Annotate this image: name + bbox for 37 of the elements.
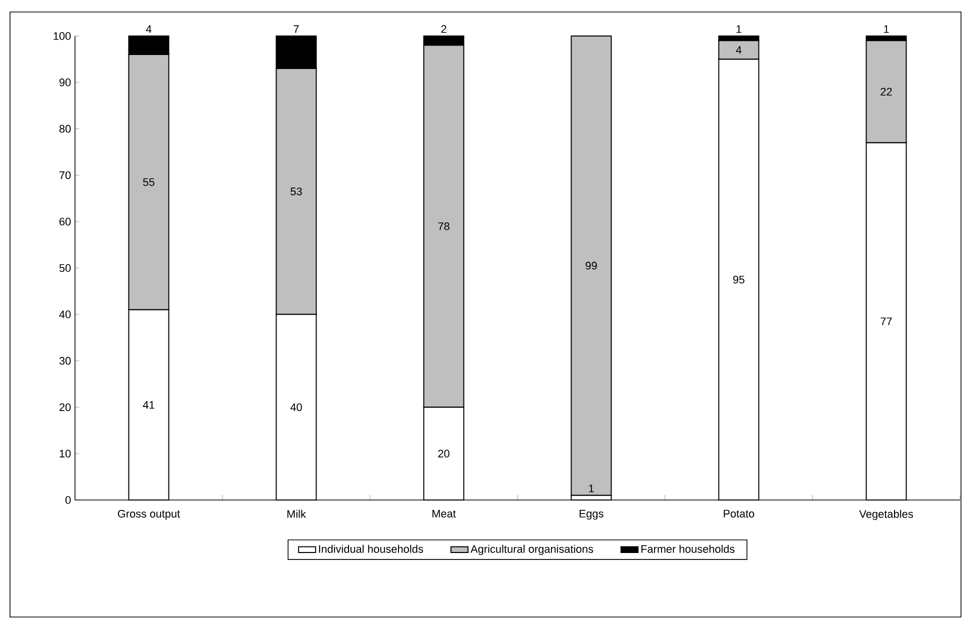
data-label: 7 <box>294 25 299 33</box>
x-tick-label: Eggs <box>580 510 604 520</box>
x-tick-label: Potato <box>724 510 754 518</box>
data-label: 1 <box>589 484 594 492</box>
x-tick-label: Milk <box>287 510 306 518</box>
y-tick-label: 40 <box>59 310 71 318</box>
x-tick-label: Vegetables <box>859 510 913 520</box>
data-label: 1 <box>884 25 889 33</box>
data-label: 53 <box>290 188 302 196</box>
data-label: 2 <box>441 25 446 33</box>
data-label: 55 <box>143 178 154 186</box>
x-tick-label: Gross output <box>118 510 180 520</box>
y-tick-label: 30 <box>59 356 71 365</box>
y-tick-label: 20 <box>60 403 71 412</box>
y-tick-label: 10 <box>60 450 71 458</box>
data-label: 41 <box>142 401 154 409</box>
x-tick-label: Meat <box>432 510 456 518</box>
data-label: 22 <box>880 88 892 96</box>
y-tick-label: 80 <box>59 124 71 133</box>
data-label: 77 <box>880 318 892 326</box>
data-label: 4 <box>736 46 742 54</box>
legend-label: Farmer households <box>641 544 735 553</box>
legend-label: Agricultural organisations <box>470 544 594 556</box>
data-label: 78 <box>438 222 450 230</box>
data-label: 95 <box>733 276 744 284</box>
y-tick-label: 100 <box>54 32 71 40</box>
y-tick-label: 90 <box>59 78 71 86</box>
legend-label: Individual households <box>319 544 424 553</box>
y-tick-label: 60 <box>60 218 71 226</box>
y-tick-label: 0 <box>65 496 71 504</box>
y-tick-label: 70 <box>60 171 71 180</box>
data-label: 99 <box>586 262 597 270</box>
y-tick-label: 50 <box>59 264 71 272</box>
data-label: 4 <box>146 25 152 33</box>
data-label: 1 <box>736 25 742 33</box>
data-label: 20 <box>438 450 450 458</box>
data-label: 40 <box>290 403 302 412</box>
